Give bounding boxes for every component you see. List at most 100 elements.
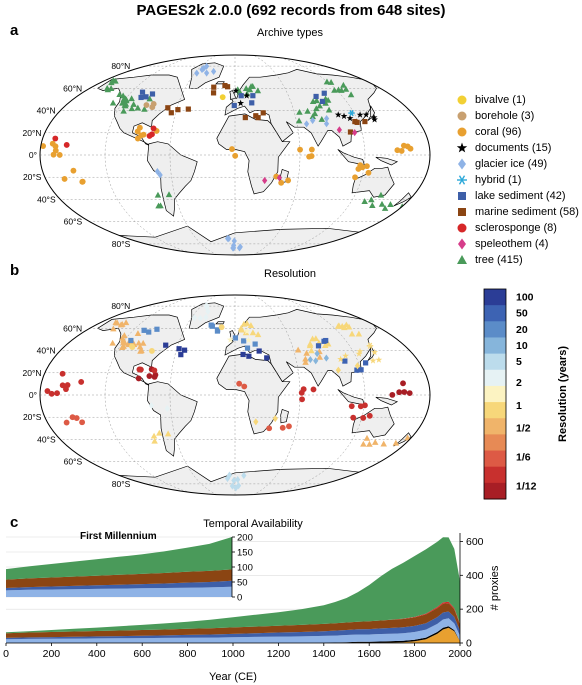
proxy-site-tree (130, 101, 137, 107)
proxy-site-resolution (151, 373, 158, 380)
panel-b-letter: b (10, 262, 20, 279)
proxy-site-tree (313, 105, 320, 112)
proxy-site-borehole (143, 102, 150, 108)
latitude-label: 20°N (22, 128, 41, 138)
colorbar-tick-label: 10 (516, 340, 528, 352)
square-marker-icon (458, 192, 466, 200)
colorbar-swatch (484, 402, 506, 419)
proxy-site-resolution (266, 425, 273, 432)
proxy-site-resolution (54, 390, 60, 397)
legend-item: coral (96) (455, 124, 579, 140)
proxy-site-tree (242, 85, 250, 91)
proxy-site-resolution (350, 414, 357, 421)
legend-item: bivalve (1) (455, 92, 579, 108)
proxy-site-resolution (348, 330, 356, 337)
proxy-site-resolution (360, 440, 367, 447)
proxy-site-resolution (249, 329, 257, 336)
proxy-site-tree (324, 96, 332, 103)
area-series-tree (6, 537, 460, 634)
proxy-site-resolution (389, 391, 396, 398)
proxy-site-bivalve (219, 94, 226, 101)
graticule-meridian (253, 295, 301, 495)
proxy-site-coral (134, 128, 141, 135)
legend-item: hybrid (1) (455, 172, 579, 188)
latitude-label: 40°N (37, 106, 56, 116)
landmass-indonesia (337, 149, 365, 166)
colorbar-swatch (484, 305, 506, 322)
proxy-site-resolution (335, 366, 341, 374)
proxy-site-sclerosponge (146, 133, 153, 139)
proxy-site-resolution (110, 325, 117, 332)
proxy-site-glacier-ice (323, 114, 330, 123)
proxy-site-resolution (240, 351, 246, 358)
proxy-site-resolution (369, 357, 377, 364)
legend-marker (457, 95, 467, 105)
proxy-site-tree (309, 98, 317, 105)
latitude-label: 20°S (23, 412, 42, 422)
proxy-site-resolution (252, 341, 258, 347)
y-tick-label: 400 (466, 570, 484, 582)
diamond-marker-icon (458, 238, 466, 250)
triangle-marker-icon (457, 255, 467, 264)
square-marker-icon (458, 208, 466, 216)
proxy-site-resolution (366, 440, 373, 447)
proxy-site-resolution (308, 347, 315, 354)
proxy-site-lake-sediment (138, 94, 144, 101)
proxy-site-resolution (345, 323, 353, 330)
circle-marker-icon (457, 127, 467, 137)
proxy-site-tree (296, 108, 303, 115)
latitude-label: 60°N (63, 83, 82, 93)
proxy-site-resolution (139, 339, 147, 346)
proxy-site-resolution (380, 440, 387, 447)
proxy-site-coral (61, 176, 68, 182)
proxy-site-resolution (392, 439, 400, 446)
proxy-site-resolution (375, 356, 383, 363)
proxy-site-coral (278, 179, 285, 186)
proxy-site-coral (229, 146, 235, 153)
x-tick-label: 1600 (358, 648, 382, 660)
x-tick-label: 400 (88, 648, 106, 660)
y-tick-label: 200 (466, 604, 484, 616)
latitude-label: 80°S (112, 239, 131, 249)
proxy-site-speleothem (336, 126, 342, 134)
proxy-site-resolution (208, 322, 214, 328)
proxy-site-resolution (366, 412, 373, 419)
legend-marker (458, 238, 466, 250)
proxy-site-sclerosponge (63, 142, 70, 148)
star-marker-icon (456, 142, 468, 153)
graticule-meridian (104, 55, 199, 255)
colorbar-swatch (484, 482, 506, 500)
proxy-site-resolution (354, 367, 360, 373)
proxy-site-marine-sediment (168, 110, 174, 116)
proxy-site-tree (134, 104, 142, 111)
proxy-site-tree (123, 96, 130, 103)
latitude-label: 80°S (112, 479, 131, 489)
proxy-site-tree (304, 107, 311, 114)
proxy-site-resolution (360, 414, 367, 421)
proxy-site-resolution (203, 313, 209, 321)
proxy-site-resolution (323, 337, 329, 344)
latitude-label: 80°N (111, 61, 130, 71)
colorbar-swatch (484, 418, 506, 435)
proxy-site-coral (404, 143, 411, 150)
legend-marker (456, 142, 468, 153)
proxy-site-tree (325, 106, 333, 113)
inset-area-marine-sediment (6, 569, 232, 588)
proxy-site-tree (387, 201, 394, 207)
proxy-site-resolution (406, 390, 413, 397)
legend-marker (458, 158, 466, 170)
circle-marker-icon (457, 111, 467, 121)
proxy-site-resolution (122, 319, 130, 326)
latitude-label: 40°N (37, 346, 56, 356)
proxy-site-coral (138, 132, 145, 139)
x-tick-label: 200 (43, 648, 61, 660)
inset-y-tick-label: 150 (237, 548, 253, 559)
graticule-meridian (169, 55, 217, 255)
proxy-site-resolution (356, 347, 364, 355)
proxy-site-coral (308, 146, 315, 153)
y-axis-label: # proxies (489, 565, 501, 610)
proxy-site-resolution (163, 342, 169, 348)
colorbar-swatch (484, 385, 506, 403)
map-frame (39, 294, 431, 496)
